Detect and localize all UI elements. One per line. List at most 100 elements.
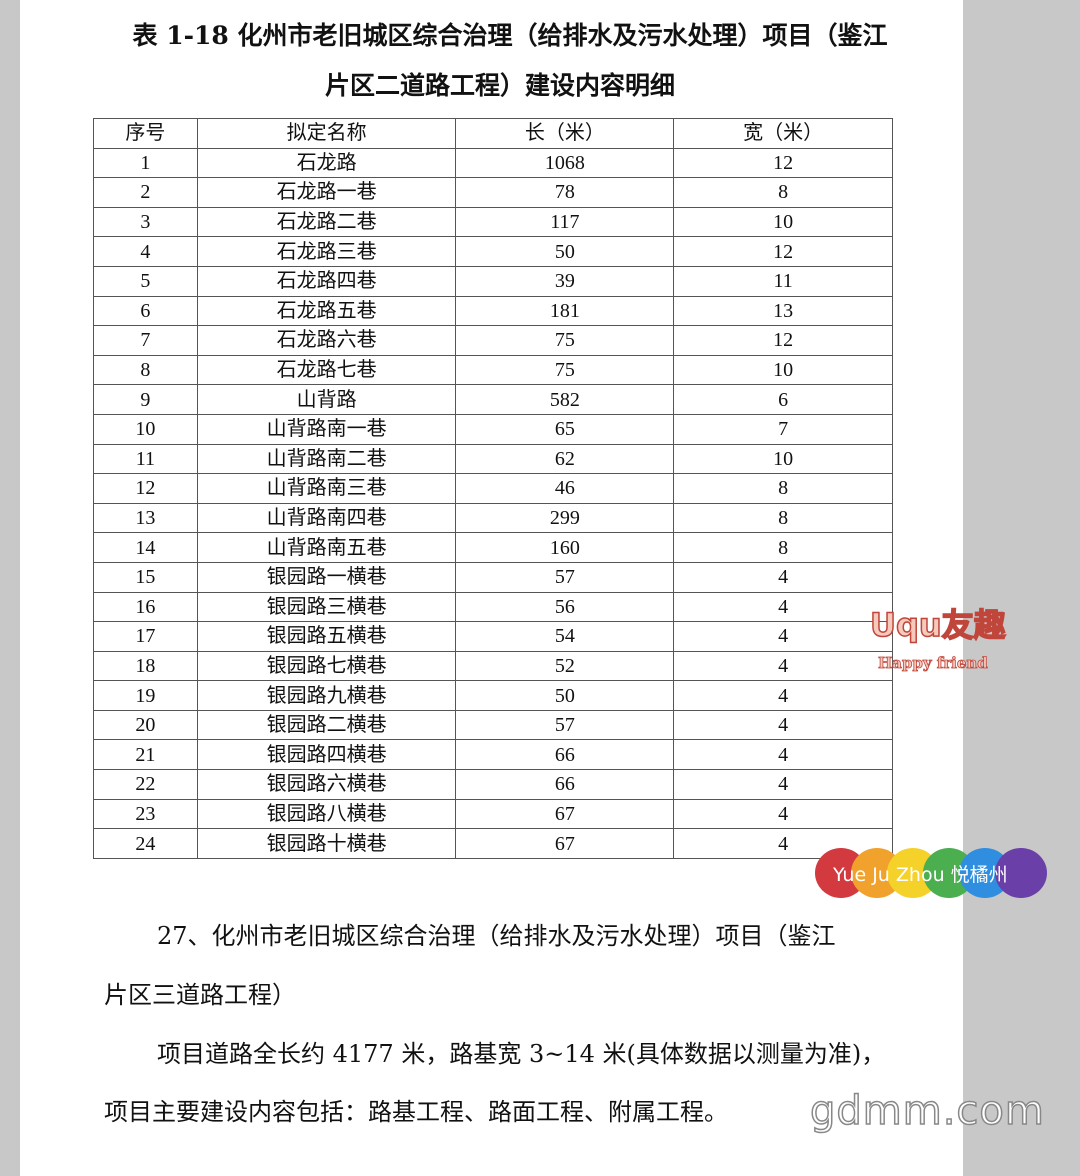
row-index: 14	[93, 532, 198, 563]
road-width: 4	[673, 828, 893, 859]
table-row: 22 银园路六横巷 66 4	[93, 769, 893, 800]
road-name: 石龙路二巷	[196, 206, 457, 238]
row-index: 4	[93, 236, 198, 267]
header-length: 长（米）	[455, 118, 675, 149]
road-width: 10	[673, 443, 893, 475]
paragraph-27-line2: 片区三道路工程）	[104, 981, 296, 1009]
row-index: 10	[93, 413, 198, 445]
table-row: 11 山背路南二巷 62 10	[93, 443, 893, 475]
row-index: 23	[93, 798, 198, 830]
table-row: 1 石龙路 1068 12	[93, 147, 893, 179]
road-name: 石龙路一巷	[196, 177, 457, 208]
road-width: 4	[673, 709, 893, 741]
road-width: 12	[673, 325, 893, 356]
road-name: 银园路十横巷	[196, 828, 457, 859]
road-length: 50	[455, 236, 675, 267]
road-length: 62	[455, 443, 675, 475]
road-length: 67	[455, 798, 675, 830]
row-index: 21	[93, 739, 198, 771]
road-name: 银园路九横巷	[196, 680, 457, 711]
row-index: 15	[93, 561, 198, 593]
road-name: 银园路二横巷	[196, 709, 457, 741]
header-index: 序号	[93, 118, 198, 149]
road-width: 11	[673, 265, 893, 297]
table-row: 20 银园路二横巷 57 4	[93, 709, 893, 741]
road-name: 石龙路六巷	[196, 325, 457, 356]
table-row: 2 石龙路一巷 78 8	[93, 177, 893, 208]
happy-friend-watermark: Happy friend	[878, 654, 989, 673]
table-row: 23 银园路八横巷 67 4	[93, 798, 893, 830]
table-row: 13 山背路南四巷 299 8	[93, 502, 893, 534]
road-width: 4	[673, 739, 893, 771]
road-width: 4	[673, 798, 893, 830]
table-row: 16 银园路三横巷 56 4	[93, 591, 893, 623]
row-index: 22	[93, 769, 198, 800]
road-width: 12	[673, 236, 893, 267]
row-index: 18	[93, 650, 198, 682]
road-name: 山背路南一巷	[196, 413, 457, 445]
road-length: 75	[455, 354, 675, 386]
road-length: 117	[455, 206, 675, 238]
road-name: 银园路三横巷	[196, 591, 457, 623]
table-row: 9 山背路 582 6	[93, 384, 893, 415]
table-row: 19 银园路九横巷 50 4	[93, 680, 893, 711]
road-name: 银园路一横巷	[196, 561, 457, 593]
row-index: 5	[93, 265, 198, 297]
row-index: 8	[93, 354, 198, 386]
row-index: 17	[93, 621, 198, 652]
header-width: 宽（米）	[673, 118, 893, 149]
table-row: 18 银园路七横巷 52 4	[93, 650, 893, 682]
header-name: 拟定名称	[196, 118, 457, 149]
road-width: 10	[673, 354, 893, 386]
road-width: 10	[673, 206, 893, 238]
table-row: 24 银园路十横巷 67 4	[93, 828, 893, 859]
yue-ju-zhou-watermark: Yue Ju Zhou 悦橘州	[815, 848, 1047, 900]
table-row: 12 山背路南三巷 46 8	[93, 473, 893, 504]
row-index: 3	[93, 206, 198, 238]
road-width: 8	[673, 177, 893, 208]
road-width: 4	[673, 561, 893, 593]
road-width: 8	[673, 532, 893, 563]
paragraph-27-line1: 27、化州市老旧城区综合治理（给排水及污水处理）项目（鉴江	[157, 922, 836, 950]
road-length: 65	[455, 413, 675, 445]
table-row: 8 石龙路七巷 75 10	[93, 354, 893, 386]
road-length: 160	[455, 532, 675, 563]
road-width: 12	[673, 147, 893, 179]
road-width: 4	[673, 591, 893, 623]
road-length: 39	[455, 265, 675, 297]
table-title-line1: 表 1-18 化州市老旧城区综合治理（给排水及污水处理）项目（鉴江	[132, 21, 888, 50]
road-length: 299	[455, 502, 675, 534]
table-row: 10 山背路南一巷 65 7	[93, 413, 893, 445]
road-name: 石龙路七巷	[196, 354, 457, 386]
paragraph-summary-line1: 项目道路全长约 4177 米，路基宽 3~14 米(具体数据以测量为准)，	[157, 1040, 886, 1068]
road-width: 6	[673, 384, 893, 415]
row-index: 13	[93, 502, 198, 534]
table-row: 21 银园路四横巷 66 4	[93, 739, 893, 771]
road-name: 山背路南五巷	[196, 532, 457, 563]
row-index: 2	[93, 177, 198, 208]
road-length: 56	[455, 591, 675, 623]
road-name: 山背路	[196, 384, 457, 415]
road-name: 银园路六横巷	[196, 769, 457, 800]
row-index: 11	[93, 443, 198, 475]
yue-ju-zhou-text: Yue Ju Zhou 悦橘州	[833, 864, 1008, 886]
road-name: 山背路南二巷	[196, 443, 457, 475]
road-name: 石龙路四巷	[196, 265, 457, 297]
table-row: 4 石龙路三巷 50 12	[93, 236, 893, 267]
road-width: 13	[673, 295, 893, 327]
road-name: 银园路四横巷	[196, 739, 457, 771]
road-length: 67	[455, 828, 675, 859]
road-name: 石龙路	[196, 147, 457, 179]
row-index: 12	[93, 473, 198, 504]
road-length: 78	[455, 177, 675, 208]
road-width: 4	[673, 680, 893, 711]
road-name: 石龙路五巷	[196, 295, 457, 327]
road-length: 50	[455, 680, 675, 711]
road-name: 山背路南三巷	[196, 473, 457, 504]
road-name: 银园路五横巷	[196, 621, 457, 652]
road-length: 46	[455, 473, 675, 504]
table-row: 7 石龙路六巷 75 12	[93, 325, 893, 356]
row-index: 7	[93, 325, 198, 356]
row-index: 6	[93, 295, 198, 327]
road-details-table: 序号 拟定名称 长（米） 宽（米） 1 石龙路 1068 12 2 石龙路一巷 78 8 3 石龙…	[93, 118, 893, 859]
